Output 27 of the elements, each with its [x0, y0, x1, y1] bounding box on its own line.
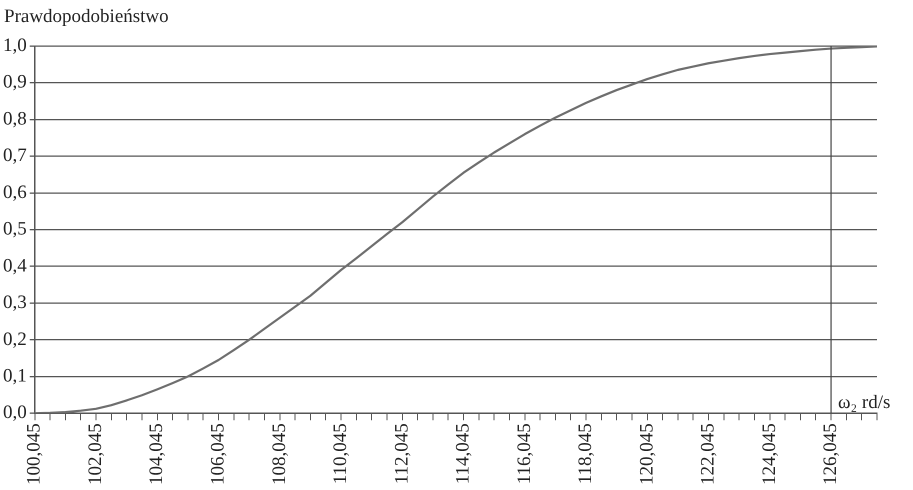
- x-tick-label: 122,045: [698, 423, 719, 485]
- x-tick-label: 110,045: [330, 423, 352, 484]
- y-tick-label: 0,5: [3, 218, 27, 240]
- x-tick-label: 124,045: [758, 423, 780, 485]
- x-tick-label: 126,045: [820, 423, 842, 485]
- y-tick-label: 0,0: [3, 402, 27, 424]
- y-tick-label: 0,6: [3, 182, 27, 203]
- x-tick-label: 112,045: [391, 423, 412, 484]
- y-tick-label: 0,8: [3, 108, 27, 130]
- x-axis-title: ω₂ rd/s: [838, 392, 890, 414]
- x-tick-label: 102,045: [84, 423, 106, 485]
- x-tick-label: 106,045: [208, 423, 228, 485]
- x-tick-label: 114,045: [452, 423, 474, 484]
- y-axis-title: Prawdopodobieństwo: [4, 6, 169, 28]
- y-tick-label: 0,7: [3, 145, 27, 166]
- y-tick-label: 0,1: [3, 366, 27, 387]
- x-tick-label: 100,045: [24, 423, 45, 485]
- y-tick-label: 1,0: [3, 34, 27, 56]
- x-tick-label: 118,045: [575, 423, 596, 484]
- y-tick-label: 0,4: [3, 255, 28, 276]
- y-tick-label: 0,3: [3, 292, 27, 314]
- y-tick-label: 0,2: [3, 328, 27, 350]
- x-tick-label: 116,045: [514, 423, 535, 484]
- x-tick-label: 104,045: [146, 423, 168, 485]
- y-tick-label: 0,9: [3, 72, 27, 93]
- x-tick-label: 120,045: [636, 423, 658, 485]
- x-tick-label: 108,045: [268, 423, 290, 485]
